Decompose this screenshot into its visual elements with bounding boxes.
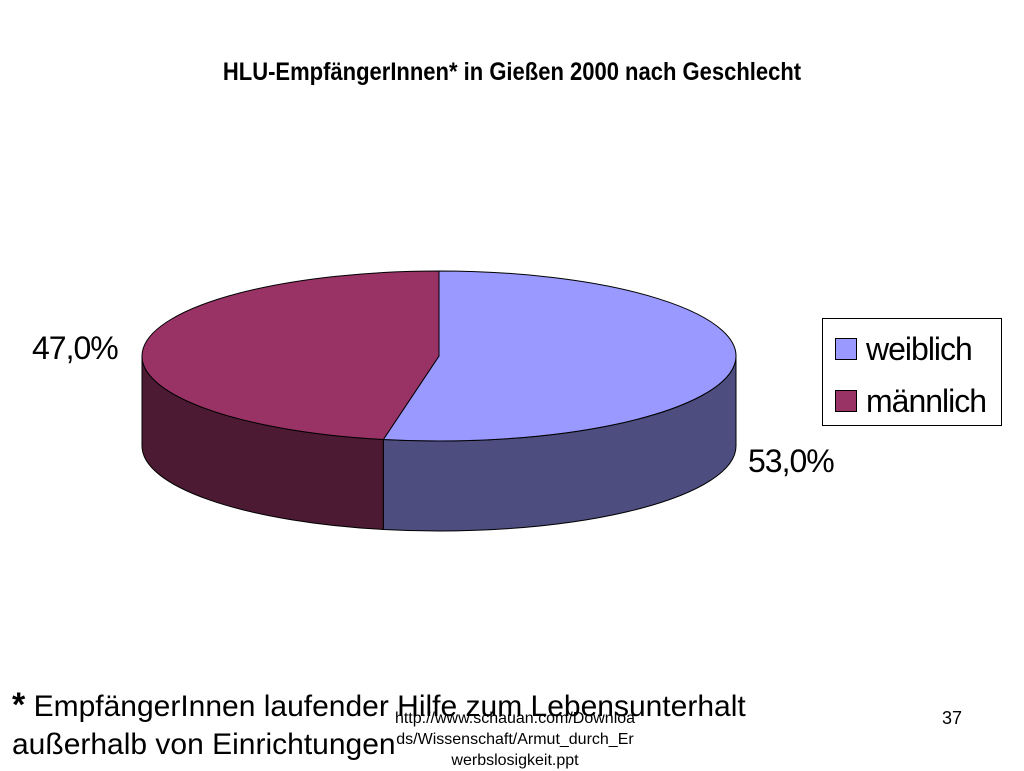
footnote-line2: außerhalb von Einrichtungen	[12, 728, 396, 761]
footnote-marker: *	[12, 686, 26, 724]
data-label-maennlich: 47,0%	[32, 330, 119, 366]
chart-legend: weiblich männlich	[822, 318, 1002, 426]
pie-slice-weiblich	[382, 270, 737, 442]
legend-swatch-weiblich	[835, 338, 857, 360]
legend-label-weiblich: weiblich	[866, 330, 973, 367]
legend-label-maennlich: männlich	[866, 382, 987, 419]
footnote: * EmpfängerInnen laufender Hilfe zum Leb…	[12, 686, 746, 764]
data-label-weiblich: 53,0%	[748, 443, 835, 479]
pie-slice-maennlich	[141, 270, 440, 441]
source-link[interactable]: http://www.schauan.com/Downloa ds/Wissen…	[394, 710, 636, 769]
footnote-text: EmpfängerInnen laufender Hilfe zum Leben…	[25, 690, 746, 723]
chart-title: HLU-EmpfängerInnen* in Gießen 2000 nach …	[222, 58, 802, 86]
legend-item-weiblich: weiblich	[835, 329, 973, 369]
page-number: 37	[942, 708, 963, 728]
legend-item-maennlich: männlich	[835, 381, 987, 421]
legend-swatch-maennlich	[835, 390, 857, 412]
